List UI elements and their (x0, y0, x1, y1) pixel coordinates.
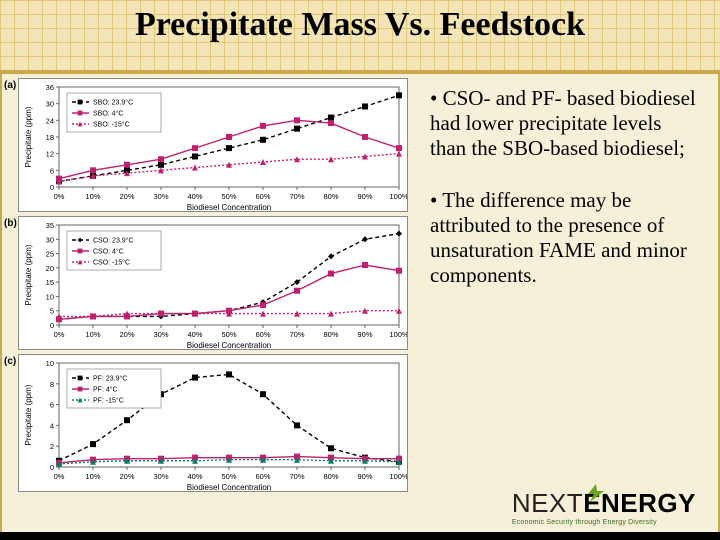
svg-text:6: 6 (50, 166, 54, 175)
svg-text:35: 35 (46, 221, 54, 230)
page-title: Precipitate Mass Vs. Feedstock (0, 6, 720, 44)
svg-text:20%: 20% (119, 472, 134, 481)
panel-label-c: (c) (4, 356, 16, 367)
svg-text:80%: 80% (323, 472, 338, 481)
svg-text:20%: 20% (119, 192, 134, 201)
logo-text-light: NEXT (512, 488, 583, 518)
svg-text:50%: 50% (221, 330, 236, 339)
svg-text:CSO: 23.9°C: CSO: 23.9°C (93, 237, 134, 245)
svg-text:0: 0 (50, 321, 54, 330)
svg-text:25: 25 (46, 250, 54, 259)
svg-text:40%: 40% (187, 330, 202, 339)
svg-text:70%: 70% (289, 330, 304, 339)
svg-text:60%: 60% (255, 192, 270, 201)
svg-text:70%: 70% (289, 192, 304, 201)
svg-text:60%: 60% (255, 472, 270, 481)
svg-text:Precipitate (ppm): Precipitate (ppm) (24, 384, 33, 445)
bullet-1: • CSO- and PF- based biodiesel had lower… (430, 86, 702, 160)
svg-text:6: 6 (50, 401, 54, 410)
logo: NEXTENERGY Economic Security through Ene… (512, 488, 696, 526)
svg-text:10%: 10% (85, 472, 100, 481)
svg-text:80%: 80% (323, 330, 338, 339)
svg-text:PF: 23.9°C: PF: 23.9°C (93, 375, 127, 383)
bullet-2: • The difference may be attributed to th… (430, 188, 702, 287)
svg-text:PF: 4°C: PF: 4°C (93, 386, 118, 394)
svg-text:0: 0 (50, 463, 54, 472)
svg-text:90%: 90% (357, 330, 372, 339)
bullet-list: • CSO- and PF- based biodiesel had lower… (430, 86, 702, 315)
svg-text:Biodiesel Concentration: Biodiesel Concentration (187, 483, 272, 492)
svg-text:10: 10 (46, 359, 54, 368)
svg-text:100%: 100% (389, 472, 408, 481)
svg-text:100%: 100% (389, 330, 408, 339)
svg-text:30%: 30% (153, 330, 168, 339)
logo-tagline: Economic Security through Energy Diversi… (512, 519, 696, 526)
svg-text:PF: -15°C: PF: -15°C (93, 397, 124, 405)
svg-text:30%: 30% (153, 472, 168, 481)
svg-text:30%: 30% (153, 192, 168, 201)
svg-text:30: 30 (46, 235, 54, 244)
svg-text:10: 10 (46, 292, 54, 301)
svg-text:5: 5 (50, 307, 54, 316)
svg-text:SBO: 23.9°C: SBO: 23.9°C (93, 99, 133, 107)
svg-text:10%: 10% (85, 330, 100, 339)
svg-text:2: 2 (50, 442, 54, 451)
chart-c-svg: 02468100%10%20%30%40%50%60%70%80%90%100%… (18, 354, 408, 492)
chart-panel-a: (a) 0612182430360%10%20%30%40%50%60%70%8… (18, 78, 414, 212)
svg-text:18: 18 (46, 133, 54, 142)
panel-label-b: (b) (4, 218, 17, 229)
charts-column: (a) 0612182430360%10%20%30%40%50%60%70%8… (18, 78, 414, 496)
svg-text:SBO: 4°C: SBO: 4°C (93, 110, 123, 118)
bottom-bar (0, 532, 720, 540)
chart-b-svg: 0 5 10 15 20 25 30 35 0% 10% 20% 30% 40% 50% 60% 70% 80%… (18, 216, 408, 350)
svg-text:12: 12 (46, 150, 54, 159)
svg-text:50%: 50% (221, 192, 236, 201)
svg-text:Biodiesel Concentration: Biodiesel Concentration (187, 203, 272, 212)
chart-a-svg: 0 6 12 18 24 30 36 0% 10% 20% 30% 40% 50% 60% 70% 80% 90… (18, 78, 408, 212)
svg-text:30: 30 (46, 100, 54, 109)
svg-text:Precipitate (ppm): Precipitate (ppm) (24, 106, 33, 167)
svg-text:90%: 90% (357, 192, 372, 201)
svg-text:90%: 90% (357, 472, 372, 481)
svg-text:100%: 100% (389, 192, 408, 201)
svg-text:20: 20 (46, 264, 54, 273)
svg-text:0%: 0% (54, 472, 65, 481)
chart-panel-c: (c) 02468100%10%20%30%40%50%60%70%80%90%… (18, 354, 414, 492)
svg-text:20%: 20% (119, 330, 134, 339)
lightning-icon (582, 484, 610, 502)
svg-text:24: 24 (46, 116, 54, 125)
svg-text:Precipitate (ppm): Precipitate (ppm) (24, 244, 33, 305)
svg-text:50%: 50% (221, 472, 236, 481)
svg-text:SBO: -15°C: SBO: -15°C (93, 121, 130, 129)
svg-text:15: 15 (46, 278, 54, 287)
svg-text:4: 4 (50, 421, 54, 430)
svg-text:40%: 40% (187, 472, 202, 481)
svg-text:CSO: -15°C: CSO: -15°C (93, 259, 130, 267)
svg-text:CSO: 4°C: CSO: 4°C (93, 248, 124, 256)
svg-text:60%: 60% (255, 330, 270, 339)
svg-text:Biodiesel Concentration: Biodiesel Concentration (187, 341, 272, 350)
svg-text:8: 8 (50, 380, 54, 389)
svg-text:70%: 70% (289, 472, 304, 481)
svg-text:10%: 10% (85, 192, 100, 201)
svg-text:0%: 0% (54, 192, 65, 201)
svg-text:80%: 80% (323, 192, 338, 201)
svg-text:36: 36 (46, 83, 54, 92)
panel-label-a: (a) (4, 80, 16, 91)
svg-text:40%: 40% (187, 192, 202, 201)
svg-text:0: 0 (50, 183, 54, 192)
svg-text:0%: 0% (54, 330, 65, 339)
chart-panel-b: (b) 051015202530350%10%20%30%40%50%60%70… (18, 216, 414, 350)
